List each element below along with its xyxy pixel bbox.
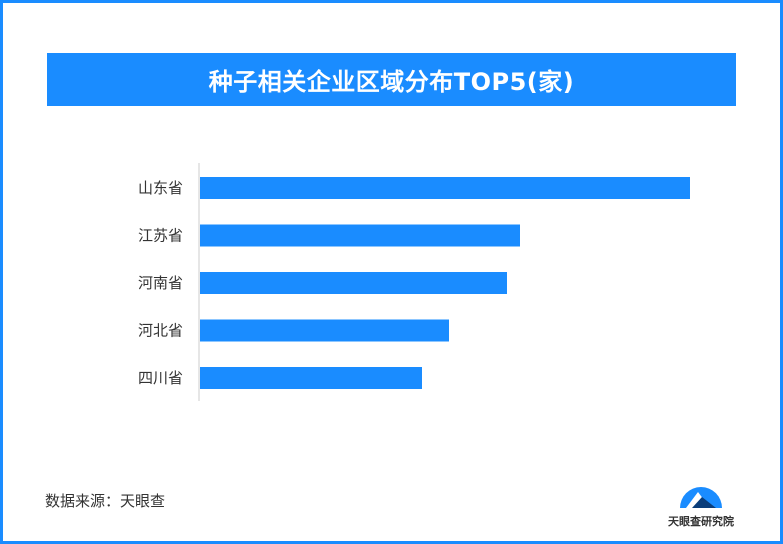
bar-0 [200,177,690,199]
category-label-1: 江苏省 [138,227,183,245]
data-source: 数据来源：天眼查 [45,492,166,510]
tianyancha-logo-icon [680,487,722,508]
bar-4 [200,367,422,389]
bar-3 [200,319,449,342]
bar-1 [200,224,520,247]
category-label-3: 河北省 [138,322,183,340]
bar-2 [200,272,507,294]
category-label-4: 四川省 [138,369,183,387]
category-label-2: 河南省 [138,274,183,292]
category-label-0: 山东省 [138,179,183,197]
chart-title: 种子相关企业区域分布TOP5(家) [47,53,736,106]
brand-name: 天眼查研究院 [668,515,734,528]
